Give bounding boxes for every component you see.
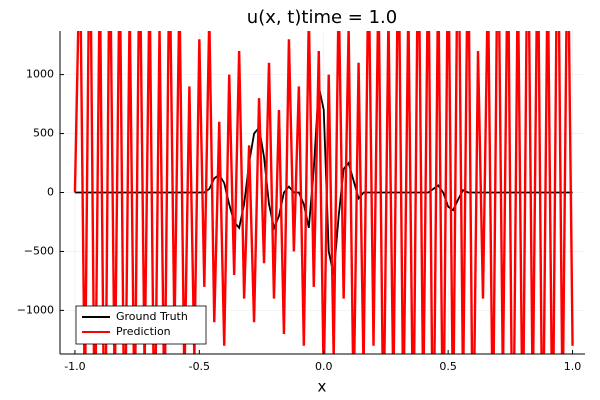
y-tick-label: 1000	[26, 68, 54, 81]
y-tick-label: −1000	[17, 303, 54, 316]
x-tick-label: -0.5	[189, 360, 210, 373]
legend-box	[75, 305, 207, 345]
legend-label: Ground Truth	[116, 310, 188, 323]
x-tick-label: 0.5	[439, 360, 457, 373]
y-tick-label: 0	[47, 186, 54, 199]
chart-title: u(x, t)time = 1.0	[247, 7, 397, 28]
x-tick-label: 0.0	[315, 360, 333, 373]
series-line	[73, 31, 574, 354]
legend-label: Prediction	[116, 325, 171, 338]
x-axis-label: x	[318, 378, 327, 396]
y-tick-label: −500	[24, 244, 54, 257]
y-tick-label: 500	[33, 127, 54, 140]
x-tick-label: 1.0	[564, 360, 582, 373]
x-tick-label: -1.0	[64, 360, 85, 373]
